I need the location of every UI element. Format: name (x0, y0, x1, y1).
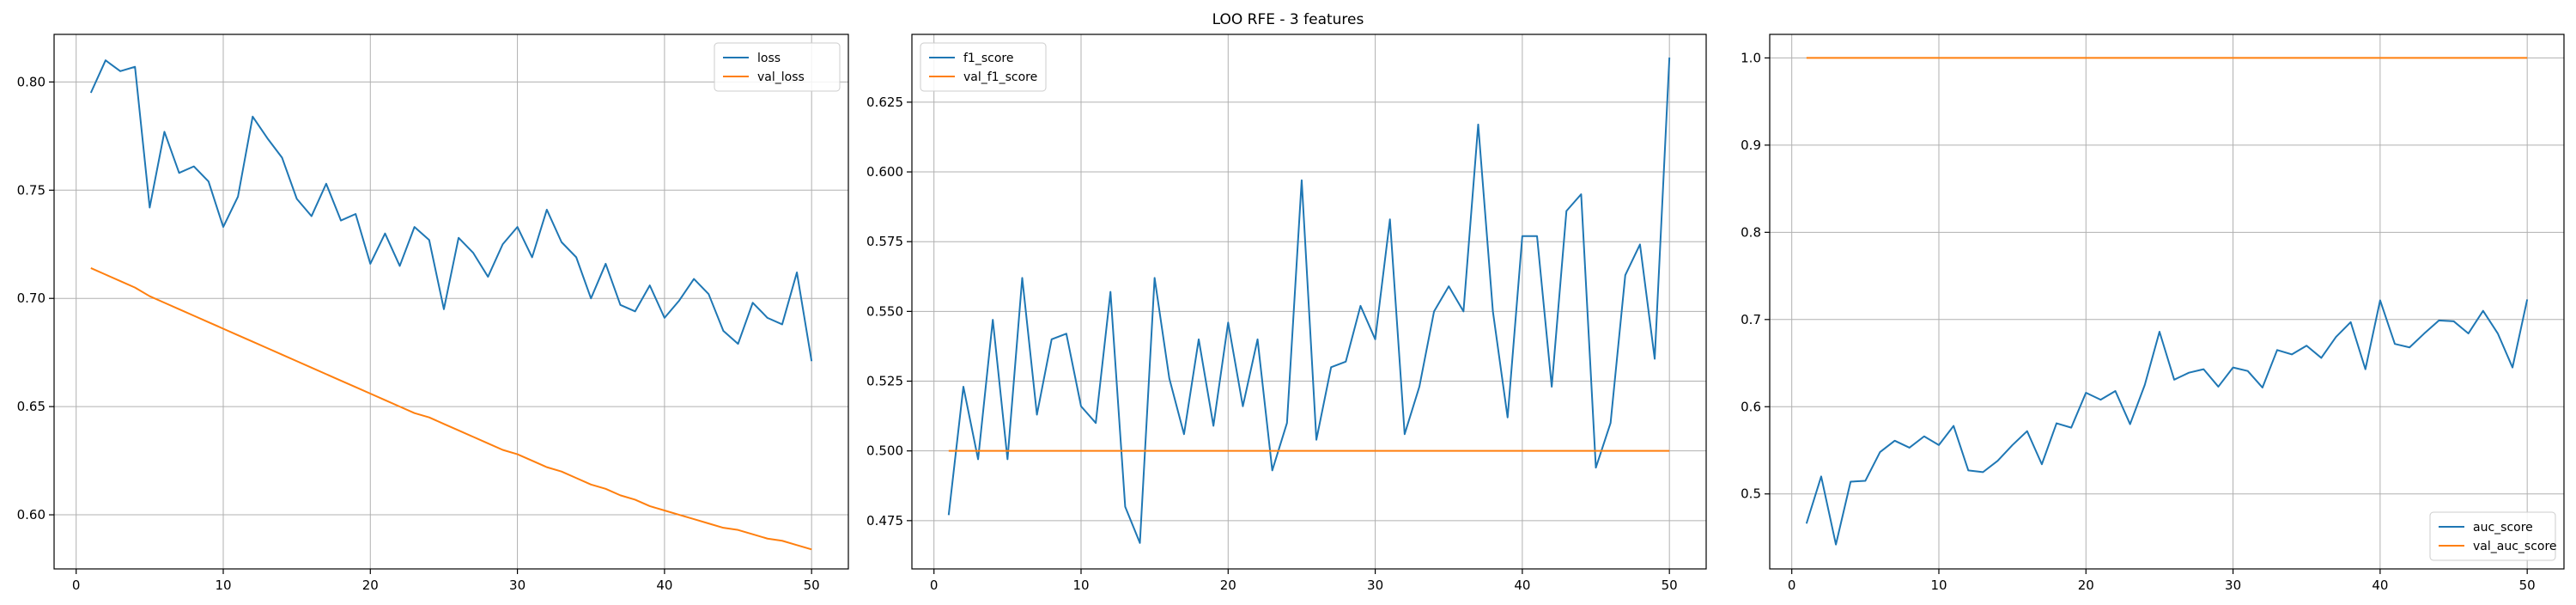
y-tick-label: 0.9 (1741, 138, 1761, 153)
y-tick-label: 0.60 (17, 507, 46, 522)
y-tick-label: 0.7 (1741, 312, 1761, 327)
legend-box (2429, 511, 2556, 561)
x-tick-label: 50 (804, 578, 820, 593)
y-tick-label: 0.80 (17, 74, 46, 89)
x-tick-label: 30 (509, 578, 526, 593)
legend: f1_score val_f1_score (920, 42, 1047, 92)
chart-panel-2: 0 10 20 30 40 50 0.475 0.500 0.525 0.550 0.575 0.60… (866, 34, 1707, 593)
x-tick-label: 0 (930, 578, 939, 593)
legend-label: val_auc_score (2473, 540, 2557, 553)
x-tick-label: 10 (1930, 578, 1947, 593)
x-tick-label: 20 (1220, 578, 1236, 593)
x-tick-label: 40 (1514, 578, 1530, 593)
y-tick-label: 0.575 (866, 234, 903, 249)
y-tick-label: 0.5 (1741, 486, 1761, 502)
x-tick-label: 50 (1662, 578, 1678, 593)
y-tick-label: 0.6 (1741, 399, 1761, 414)
y-tick-label: 1.0 (1741, 50, 1761, 65)
y-tick-label: 0.65 (17, 399, 46, 414)
axes-frame (911, 34, 1707, 570)
y-tick-label: 0.70 (17, 290, 46, 306)
chart-panel-1: 0 10 20 30 40 50 0.60 0.65 0.70 0.75 0.80 loss val_l… (17, 34, 849, 593)
x-tick-label: 0 (72, 578, 81, 593)
x-tick-label: 20 (362, 578, 379, 593)
figure-suptitle: LOO RFE - 3 features (1212, 11, 1364, 28)
y-tick-label: 0.525 (866, 374, 903, 389)
x-tick-label: 30 (1367, 578, 1383, 593)
series-line-loss (89, 59, 813, 362)
y-tick-label: 0.550 (866, 303, 903, 319)
y-tick-label: 0.625 (866, 95, 903, 110)
axes-frame (1769, 34, 2565, 570)
series-line-f1-score (947, 57, 1671, 544)
y-tick-label: 0.75 (17, 182, 46, 198)
legend-box (920, 42, 1047, 92)
x-tick-label: 0 (1788, 578, 1796, 593)
legend-label: val_f1_score (963, 70, 1037, 84)
x-tick-label: 50 (2519, 578, 2536, 593)
x-tick-label: 10 (1072, 578, 1089, 593)
x-tick-label: 40 (2372, 578, 2388, 593)
chart-panel-3: 0 10 20 30 40 50 0.5 0.6 0.7 0.8 0.9 1.0 auc_scoreva… (1741, 34, 2565, 593)
legend-box (714, 42, 841, 92)
y-tick-label: 0.475 (866, 513, 903, 529)
x-tick-label: 30 (2225, 578, 2241, 593)
y-tick-label: 0.8 (1741, 224, 1761, 240)
series-line-val-loss (90, 267, 812, 551)
x-tick-label: 20 (2078, 578, 2094, 593)
axes-frame (53, 34, 849, 570)
legend-label: loss (757, 52, 781, 65)
legend-label: f1_score (963, 52, 1013, 65)
y-tick-label: 0.500 (866, 443, 903, 459)
x-tick-label: 10 (215, 578, 231, 593)
series-line-auc-score (1805, 299, 2529, 546)
legend-label: auc_score (2473, 521, 2533, 535)
legend-label: val_loss (757, 70, 805, 84)
y-tick-label: 0.600 (866, 164, 903, 180)
legend: loss val_loss (714, 42, 841, 92)
legend: auc_score val_auc_score (2429, 511, 2557, 561)
x-tick-label: 40 (656, 578, 672, 593)
